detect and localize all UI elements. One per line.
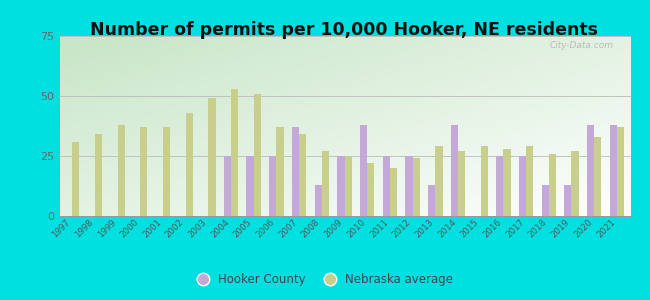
Bar [496,156,503,216]
Bar [594,137,601,216]
Bar [503,149,511,216]
Bar [163,127,170,216]
Bar [549,154,556,216]
Bar [224,156,231,216]
Bar [367,163,374,216]
Bar [322,151,329,216]
Legend: Hooker County, Nebraska average: Hooker County, Nebraska average [192,269,458,291]
Bar [436,146,443,216]
Bar [610,125,617,216]
Bar [541,185,549,216]
Bar [571,151,578,216]
Bar [254,94,261,216]
Bar [360,125,367,216]
Bar [428,185,436,216]
Bar [587,125,594,216]
Bar [231,89,239,216]
Bar [564,185,571,216]
Bar [337,156,345,216]
Bar [299,134,306,216]
Bar [413,158,420,216]
Bar [246,156,254,216]
Bar [450,125,458,216]
Bar [481,146,488,216]
Bar [406,156,413,216]
Bar [344,156,352,216]
Bar [390,168,397,216]
Bar [526,146,534,216]
Bar [458,151,465,216]
Bar [292,127,299,216]
Bar [617,127,624,216]
Bar [72,142,79,216]
Bar [315,185,322,216]
Bar [118,125,125,216]
Bar [186,113,193,216]
Bar [269,156,276,216]
Text: City-Data.com: City-Data.com [549,41,614,50]
Bar [276,127,283,216]
Bar [140,127,148,216]
Bar [519,156,526,216]
Bar [383,156,390,216]
Text: Number of permits per 10,000 Hooker, NE residents: Number of permits per 10,000 Hooker, NE … [90,21,599,39]
Bar [95,134,102,216]
Bar [208,98,216,216]
